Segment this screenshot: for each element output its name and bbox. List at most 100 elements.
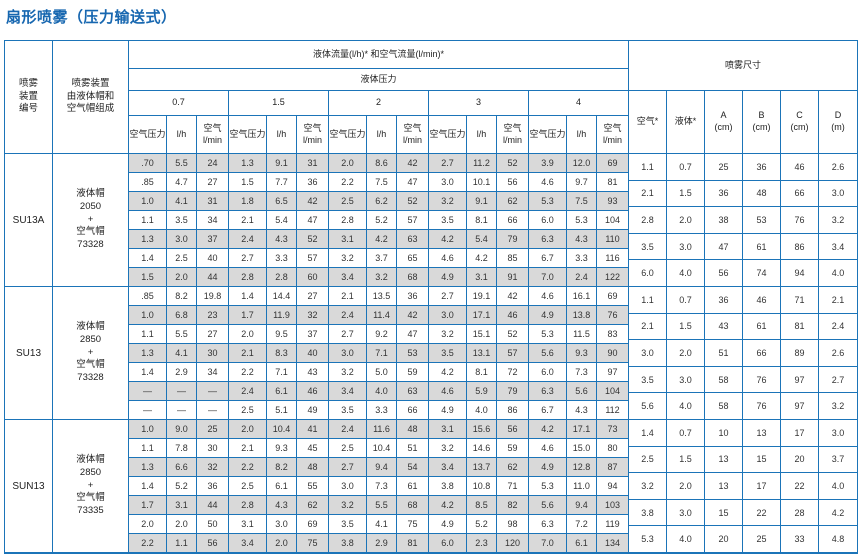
flow-cell: 1.4 — [129, 363, 167, 382]
flow-cell: 3.2 — [329, 496, 367, 515]
flow-cell: 5.0 — [367, 363, 397, 382]
spray-cell: 4.0 — [667, 393, 705, 420]
flow-cell: 62 — [297, 496, 329, 515]
flow-cell: 6.7 — [529, 401, 567, 420]
spray-size-grid: 1.1 0.7 25 36 46 2.6 2.1 1.5 36 48 66 3.0 2.8 2.0 38 53… — [629, 154, 857, 287]
flow-cell: 5.2 — [367, 211, 397, 230]
flow-cell: 6.3 — [529, 230, 567, 249]
spec-table: 喷雾 装置 编号 喷雾装置 由液体帽和 空气帽组成 液体流量(l/h)* 和空气… — [4, 40, 858, 554]
spray-cell: 3.0 — [667, 233, 705, 261]
flow-cell: 2.1 — [329, 287, 367, 306]
header-device-number: 喷雾 装置 编号 — [5, 41, 53, 154]
flow-cell: 6.5 — [267, 192, 297, 211]
spray-cell: 76 — [743, 393, 781, 420]
flow-cell: 5.3 — [567, 211, 597, 230]
spray-cell: 4.0 — [667, 526, 705, 553]
flow-cell: 3.5 — [429, 344, 467, 363]
spray-cell: 3.7 — [819, 447, 857, 474]
spray-cell: 13 — [705, 473, 743, 500]
flow-cell: 1.5 — [129, 268, 167, 287]
spray-cell: 2.8 — [629, 207, 667, 234]
flow-cell: 69 — [597, 154, 629, 173]
flow-cell: 3.2 — [429, 192, 467, 211]
flow-cell: 7.1 — [267, 363, 297, 382]
flow-cell: 4.7 — [167, 173, 197, 192]
pressure-value-header: 2 — [329, 91, 429, 116]
flow-cell: 2.5 — [329, 192, 367, 211]
spray-cell: 3.0 — [667, 366, 705, 394]
flow-cell: 7.8 — [167, 439, 197, 458]
flow-cell: 51 — [397, 439, 429, 458]
flow-subcol-header: 空气压力 — [529, 116, 567, 154]
flow-cell: 87 — [597, 458, 629, 477]
flow-cell: 76 — [597, 306, 629, 325]
flow-cell: 8.6 — [367, 154, 397, 173]
flow-cell: 4.6 — [429, 249, 467, 268]
spray-col-header: 空气* — [629, 91, 667, 154]
flow-cell: 2.5 — [329, 439, 367, 458]
spray-cell: 1.5 — [667, 446, 705, 474]
flow-cell: 1.4 — [129, 249, 167, 268]
flow-cell: 71 — [497, 477, 529, 496]
spray-cell: 2.4 — [819, 314, 857, 341]
flow-cell: 69 — [297, 515, 329, 534]
flow-cell: 85 — [497, 249, 529, 268]
flow-cell: 6.2 — [367, 192, 397, 211]
spray-cell: 36 — [743, 154, 781, 181]
flow-cell: 2.5 — [229, 477, 267, 496]
spray-cell: 3.5 — [629, 233, 667, 261]
flow-cell: 15.6 — [467, 420, 497, 439]
flow-cell: 3.4 — [329, 382, 367, 401]
flow-cell: 103 — [597, 496, 629, 515]
flow-cell: 47 — [297, 211, 329, 230]
flow-subcol-header: 空气 l/min — [297, 116, 329, 154]
flow-cell: 6.0 — [529, 211, 567, 230]
flow-cell: 7.2 — [567, 515, 597, 534]
flow-cell: 8.1 — [467, 211, 497, 230]
spray-cell: 0.7 — [667, 154, 705, 181]
flow-cell: 48 — [397, 420, 429, 439]
flow-cell: 40 — [297, 344, 329, 363]
flow-cell: 46 — [497, 306, 529, 325]
spray-cell: 66 — [781, 180, 819, 208]
flow-cell: 14.4 — [267, 287, 297, 306]
flow-cell: — — [167, 401, 197, 420]
flow-cell: — — [197, 382, 229, 401]
flow-cell: 2.4 — [229, 230, 267, 249]
flow-subcol-header: l/h — [267, 116, 297, 154]
flow-cell: 42 — [397, 306, 429, 325]
spray-cell: 4.0 — [819, 473, 857, 500]
flow-cell: 116 — [597, 249, 629, 268]
flow-cell: 8.2 — [167, 287, 197, 306]
flow-cell: 8.3 — [267, 344, 297, 363]
flow-cell: 8.5 — [467, 496, 497, 515]
flow-cell: 1.3 — [129, 458, 167, 477]
flow-cell: 2.8 — [229, 268, 267, 287]
flow-cell: 11.4 — [367, 306, 397, 325]
header-flow-title: 液体流量(l/h)* 和空气流量(l/min)* — [129, 41, 629, 69]
flow-cell: 3.1 — [429, 420, 467, 439]
spray-cell: 3.2 — [819, 207, 857, 234]
spray-cell: 46 — [781, 154, 819, 181]
spray-cell: 13 — [705, 446, 743, 474]
spray-cell: 61 — [743, 313, 781, 341]
flow-cell: 2.0 — [229, 325, 267, 344]
spray-cell: 2.0 — [667, 207, 705, 234]
flow-cell: 52 — [497, 154, 529, 173]
flow-cell: 5.3 — [529, 477, 567, 496]
flow-cell: 43 — [297, 363, 329, 382]
device-group: SUN13 液体帽 2850 + 空气帽 73335 1.0 9.0 25 2.0 10.4… — [5, 420, 857, 553]
flow-cell: 81 — [597, 173, 629, 192]
flow-cell: 2.9 — [167, 363, 197, 382]
flow-cell: 3.7 — [367, 249, 397, 268]
flow-cell: 3.4 — [429, 458, 467, 477]
flow-cell: 4.1 — [167, 192, 197, 211]
flow-cell: 6.1 — [567, 534, 597, 553]
flow-cell: 4.6 — [529, 287, 567, 306]
flow-cell: 2.3 — [467, 534, 497, 553]
flow-cell: 30 — [197, 439, 229, 458]
flow-cell: 6.7 — [529, 249, 567, 268]
flow-cell: 2.2 — [329, 173, 367, 192]
flow-cell: 1.3 — [229, 154, 267, 173]
flow-cell: 2.7 — [229, 249, 267, 268]
